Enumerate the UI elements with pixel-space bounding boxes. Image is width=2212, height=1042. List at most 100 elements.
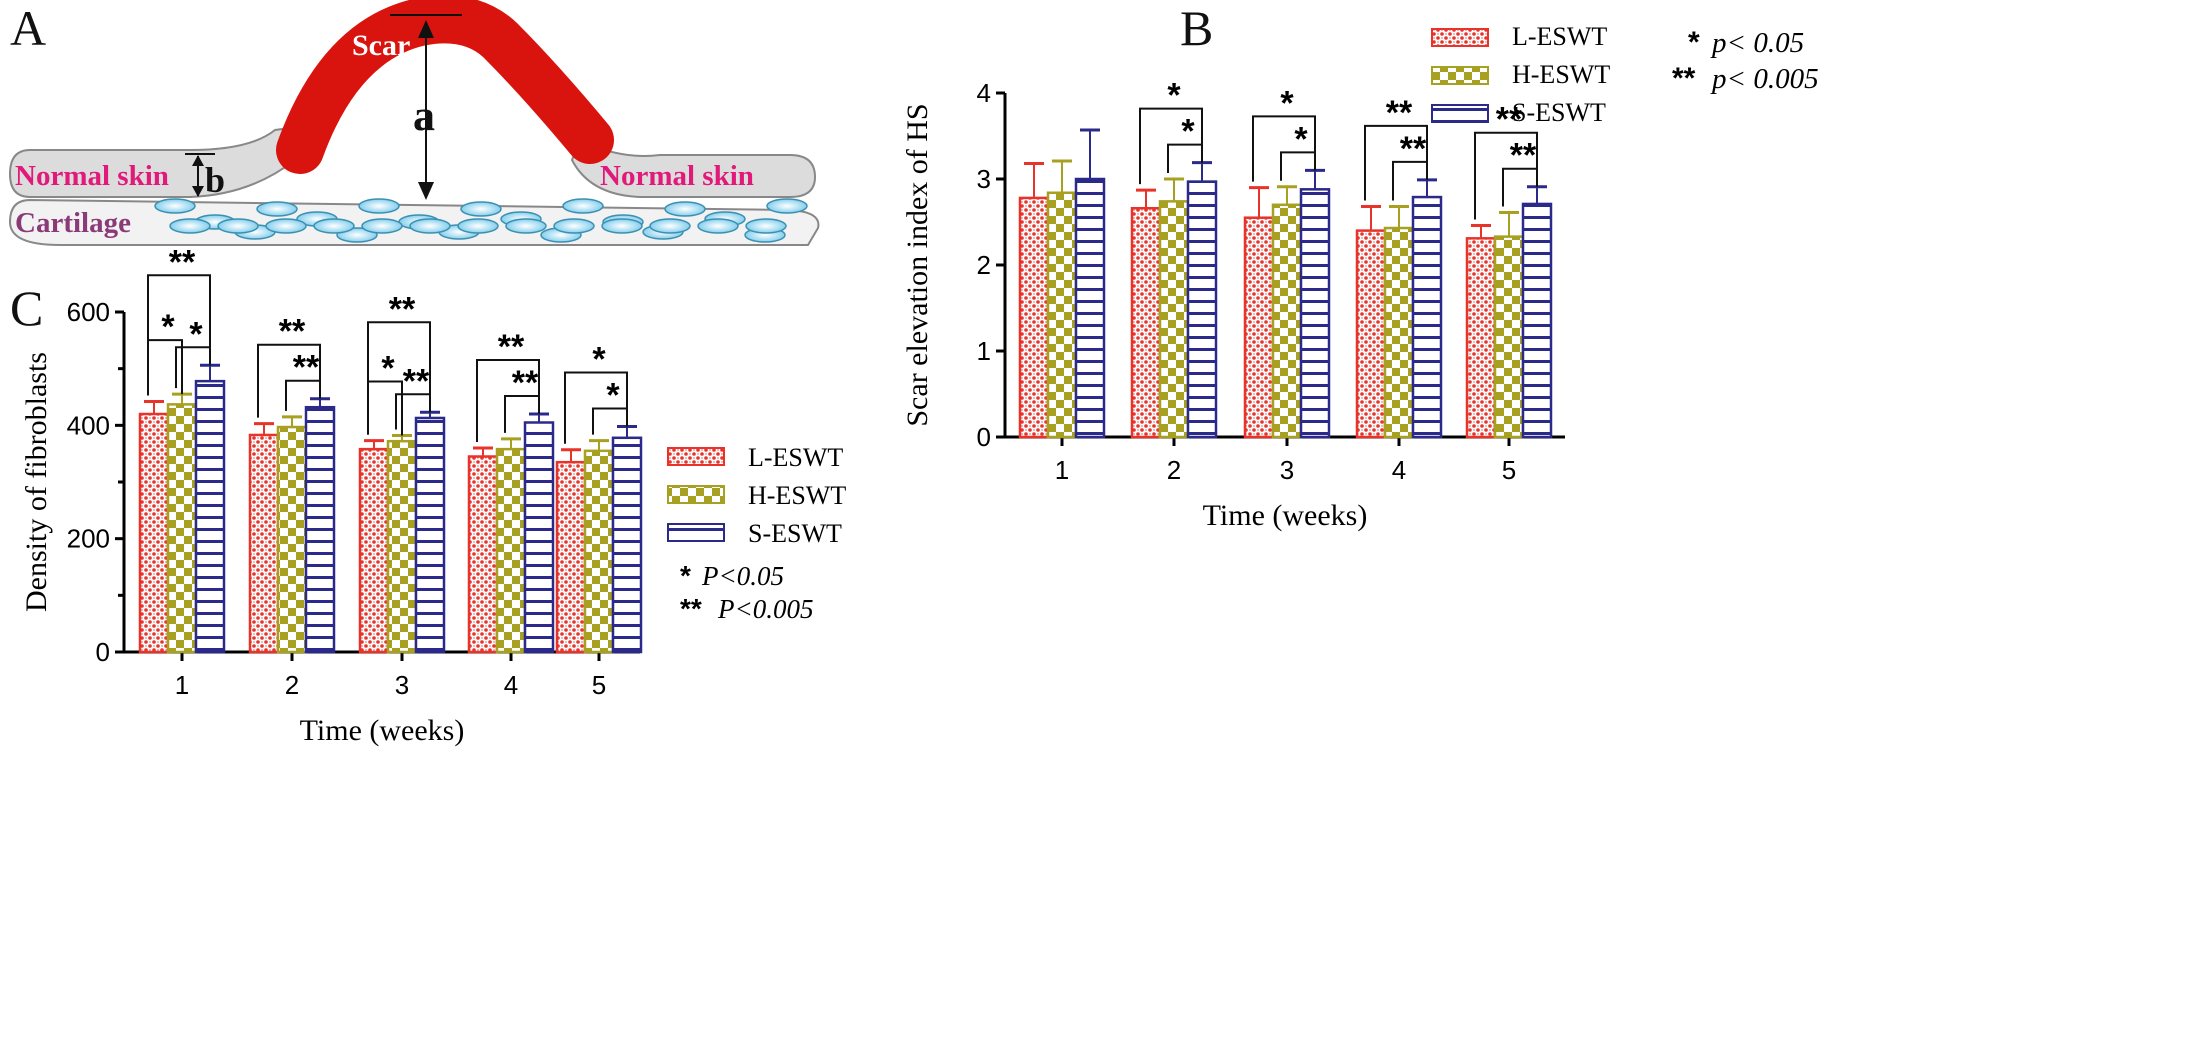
cartilage-cell xyxy=(505,218,547,234)
legend-c-sig2-stars: ** xyxy=(680,593,702,624)
cartilage-cell xyxy=(409,218,451,234)
significance-bracket xyxy=(1364,124,1428,201)
legend-c-label-l-eswt: L-ESWT xyxy=(748,443,843,472)
legend-sig1-stars: * xyxy=(1688,26,1700,59)
significance-stars: ** xyxy=(1496,101,1523,139)
legend-c-sig2-text: P<0.005 xyxy=(717,594,813,624)
cartilage-cell xyxy=(217,218,259,234)
cartilage-label: Cartilage xyxy=(15,207,131,239)
bar-s-eswt xyxy=(1521,202,1553,439)
x-tick-label: 3 xyxy=(395,670,409,700)
x-tick-label: 1 xyxy=(175,670,189,700)
legend-c-swatch-l-eswt xyxy=(667,447,725,466)
cartilage-cell xyxy=(460,201,502,217)
bar-s-eswt xyxy=(194,379,226,654)
significance-stars: * xyxy=(1167,77,1181,115)
bar-s-eswt xyxy=(304,405,336,654)
cartilage-cell xyxy=(358,198,400,214)
x-tick-label: 4 xyxy=(504,670,518,700)
y-tick-label: 1 xyxy=(977,336,991,366)
bar-s-eswt xyxy=(611,436,643,654)
significance-stars: * xyxy=(161,308,175,346)
y-tick-label: 600 xyxy=(67,297,110,327)
legend-label-s-eswt: S-ESWT xyxy=(1512,98,1606,127)
legend-b: L-ESWT H-ESWT S-ESWT * p< 0.05 ** p< 0.0… xyxy=(1431,22,1819,127)
bar-l-eswt xyxy=(1465,237,1497,439)
significance-stars: * xyxy=(606,376,620,414)
x-tick-label: 2 xyxy=(285,670,299,700)
scar-label: Scar xyxy=(352,29,410,62)
bar-l-eswt xyxy=(1130,206,1162,439)
scar-tissue xyxy=(276,0,614,174)
significance-stars: ** xyxy=(279,313,306,351)
x-axis-title: Time (weeks) xyxy=(300,714,465,747)
bar-h-eswt xyxy=(495,447,527,654)
chart-b: 0 1 2 3 4 Time (weeks) Scar elevation index of… xyxy=(901,77,1565,532)
legend-c-sig1-text: P<0.05 xyxy=(701,561,784,591)
normal-skin-right-label: Normal skin xyxy=(600,160,754,192)
bar-l-eswt xyxy=(248,433,280,654)
legend-sig1-text: p< 0.05 xyxy=(1710,27,1804,59)
legend-swatch-l-eswt xyxy=(1431,28,1489,47)
y-tick-label: 2 xyxy=(977,250,991,280)
cartilage-cell xyxy=(601,218,643,234)
cartilage-cell xyxy=(766,198,808,214)
bar-h-eswt xyxy=(166,403,198,654)
significance-stars: * xyxy=(189,315,203,353)
bar-s-eswt xyxy=(523,421,555,654)
bar-s-eswt xyxy=(1299,188,1331,439)
bar-s-eswt xyxy=(1186,180,1218,439)
significance-stars: * xyxy=(592,340,606,378)
cartilage-cell xyxy=(664,201,706,217)
legend-c: L-ESWT H-ESWT S-ESWT * P<0.05 ** P<0.005 xyxy=(667,443,846,624)
significance-stars: * xyxy=(1181,113,1195,151)
bar-l-eswt xyxy=(555,460,587,654)
legend-swatch-h-eswt xyxy=(1431,66,1489,85)
bar-h-eswt xyxy=(1383,226,1415,439)
significance-stars: * xyxy=(1294,120,1308,158)
cartilage-cell xyxy=(553,218,595,234)
normal-skin-left-label: Normal skin xyxy=(15,160,169,192)
bar-s-eswt xyxy=(1411,195,1443,439)
bar-h-eswt xyxy=(1271,203,1303,439)
legend-label-h-eswt: H-ESWT xyxy=(1512,60,1610,89)
legend-sig2-text: p< 0.005 xyxy=(1710,63,1819,95)
x-axis-title: Time (weeks) xyxy=(1203,499,1368,532)
significance-bracket xyxy=(147,274,211,396)
significance-stars: ** xyxy=(1400,130,1427,168)
bar-s-eswt xyxy=(414,416,446,654)
normal-skin-left xyxy=(8,126,297,198)
y-tick-label: 400 xyxy=(67,410,110,440)
measure-b-label: b xyxy=(205,160,225,200)
significance-bracket xyxy=(367,321,431,435)
bar-l-eswt xyxy=(467,455,499,654)
bar-h-eswt xyxy=(1158,200,1190,439)
cartilage-cell xyxy=(745,218,787,234)
x-tick-label: 1 xyxy=(1055,455,1069,485)
legend-sig2-stars: ** xyxy=(1672,62,1696,95)
legend-label-l-eswt: L-ESWT xyxy=(1512,22,1607,51)
panel-label-b: B xyxy=(1180,0,1213,56)
legend-c-swatch-h-eswt xyxy=(667,485,725,504)
bar-l-eswt xyxy=(1355,229,1387,439)
cartilage-cell xyxy=(313,218,355,234)
significance-stars: ** xyxy=(512,364,539,402)
significance-stars: * xyxy=(381,350,395,388)
bar-h-eswt xyxy=(386,439,418,654)
bar-h-eswt xyxy=(1493,235,1525,439)
y-tick-label: 4 xyxy=(977,78,991,108)
significance-stars: ** xyxy=(498,328,525,366)
cartilage-cell xyxy=(457,218,499,234)
x-tick-label: 5 xyxy=(1502,455,1516,485)
cartilage-cell xyxy=(562,198,604,214)
normal-skin-right xyxy=(570,138,817,198)
legend-c-label-s-eswt: S-ESWT xyxy=(748,519,842,548)
cartilage-cell xyxy=(256,201,298,217)
panel-label-c: C xyxy=(10,280,43,336)
chart-c: 0 200 400 600 Time (weeks) Density of fibrobl… xyxy=(20,243,643,747)
cartilage-cell xyxy=(154,198,196,214)
x-tick-label: 4 xyxy=(1392,455,1406,485)
y-axis-title: Density of fibroblasts xyxy=(20,352,53,612)
